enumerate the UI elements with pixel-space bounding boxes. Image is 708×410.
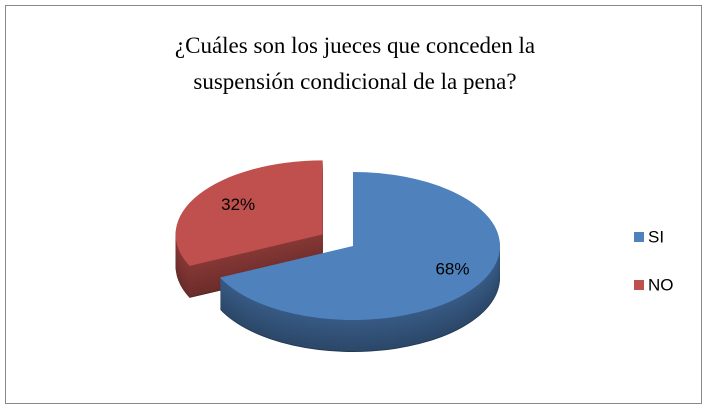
chart-title: ¿Cuáles son los jueces que conceden la s… bbox=[174, 33, 536, 94]
legend-label: SI bbox=[648, 227, 664, 246]
pie-top bbox=[175, 160, 323, 266]
legend-swatch bbox=[634, 280, 644, 290]
data-label: 68% bbox=[435, 259, 469, 278]
data-label: 32% bbox=[221, 195, 255, 214]
legend-swatch bbox=[634, 232, 644, 242]
legend-label: NO bbox=[648, 275, 674, 294]
pie-slice bbox=[219, 172, 500, 352]
pie-top bbox=[219, 172, 500, 321]
